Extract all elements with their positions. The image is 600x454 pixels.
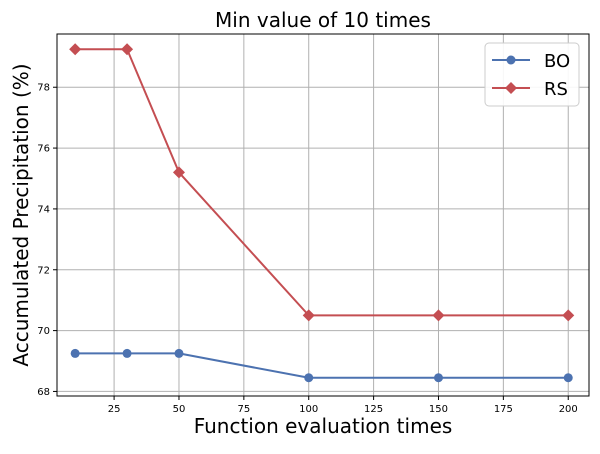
data-point-bo bbox=[563, 373, 573, 383]
legend-rs-marker bbox=[505, 82, 517, 94]
legend-bo-marker bbox=[506, 55, 516, 65]
legend-bo-label: BO bbox=[544, 51, 570, 72]
y-tick-label: 68 bbox=[37, 387, 50, 398]
y-tick-label: 78 bbox=[37, 83, 50, 94]
x-tick-label: 100 bbox=[299, 404, 318, 415]
series-line-bo bbox=[75, 352, 569, 379]
x-axis-ticks: 25 50 75 100 125 150 175 200 bbox=[108, 396, 578, 415]
plot-frame bbox=[56, 33, 590, 397]
data-point-bo bbox=[433, 373, 443, 383]
y-tick-label: 70 bbox=[37, 326, 50, 337]
data-point-rs bbox=[432, 309, 445, 322]
x-tick-label: 50 bbox=[173, 404, 186, 415]
x-tick-label: 125 bbox=[364, 404, 383, 415]
x-tick-label: 150 bbox=[429, 404, 448, 415]
series-line-rs bbox=[75, 48, 569, 317]
data-point-bo bbox=[304, 373, 314, 383]
y-tick-label: 72 bbox=[37, 265, 50, 276]
legend: BO RS bbox=[484, 42, 580, 107]
x-tick-label: 75 bbox=[237, 404, 250, 415]
series-layer bbox=[69, 43, 575, 383]
legend-rs-label: RS bbox=[544, 79, 568, 100]
x-axis-label: Function evaluation times bbox=[194, 414, 453, 438]
data-point-rs bbox=[562, 309, 575, 322]
data-point-rs bbox=[172, 166, 185, 179]
data-point-bo bbox=[122, 348, 132, 358]
y-axis-label: Accumulated Precipitation (%) bbox=[9, 63, 33, 366]
y-tick-label: 76 bbox=[37, 144, 50, 155]
data-point-bo bbox=[174, 348, 184, 358]
x-tick-label: 25 bbox=[108, 404, 121, 415]
data-point-rs bbox=[69, 43, 82, 56]
x-tick-label: 175 bbox=[494, 404, 513, 415]
data-point-rs bbox=[302, 309, 315, 322]
x-tick-label: 200 bbox=[559, 404, 578, 415]
data-point-rs bbox=[121, 43, 134, 56]
chart-title: Min value of 10 times bbox=[215, 8, 431, 32]
data-point-bo bbox=[70, 348, 80, 358]
y-tick-label: 74 bbox=[37, 204, 50, 215]
y-axis-ticks: 68 70 72 74 76 78 bbox=[37, 83, 57, 398]
